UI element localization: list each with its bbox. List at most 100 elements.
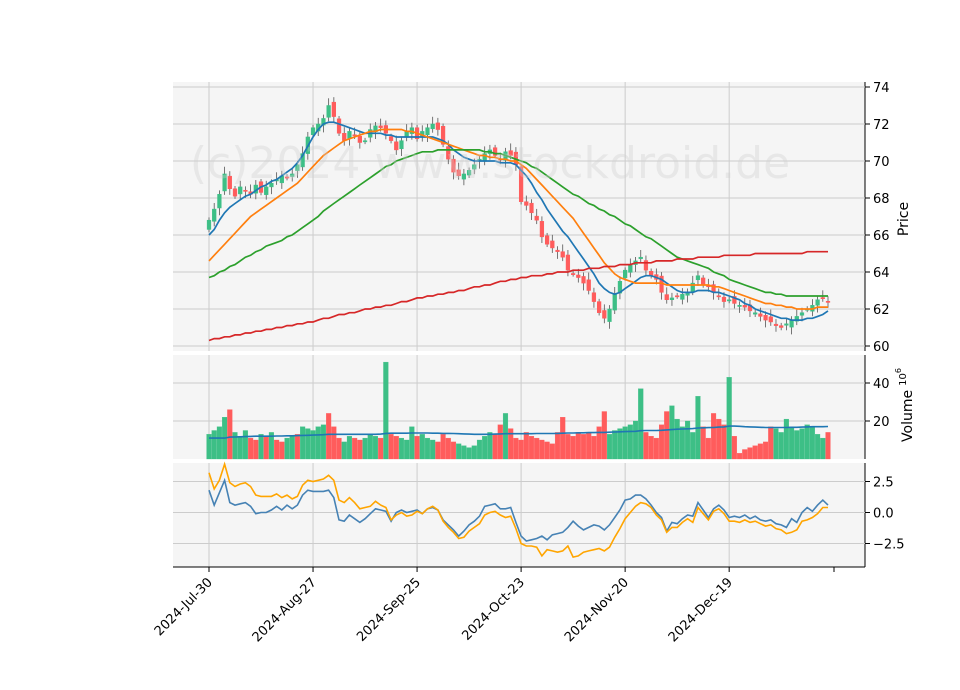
volume-bar-40 bbox=[414, 436, 420, 460]
price-tick-label-62: 62 bbox=[873, 303, 890, 318]
volume-bar-86 bbox=[653, 437, 659, 460]
volume-bar-88 bbox=[664, 411, 670, 460]
candle-body-11 bbox=[264, 186, 269, 195]
candle-body-73 bbox=[586, 279, 591, 291]
indicator-tick-label-1: 0.0 bbox=[873, 507, 894, 522]
volume-bar-55 bbox=[492, 434, 498, 460]
candle-body-37 bbox=[399, 140, 404, 150]
volume-axis-label-exponent-base: 10 bbox=[898, 373, 909, 386]
volume-bar-114 bbox=[799, 428, 805, 460]
volume-bar-24 bbox=[331, 426, 337, 460]
candle-body-101 bbox=[732, 296, 737, 304]
candle-body-62 bbox=[529, 202, 534, 214]
volume-bar-85 bbox=[648, 436, 654, 460]
volume-bar-16 bbox=[289, 436, 295, 460]
price-tick-label-68: 68 bbox=[873, 192, 890, 207]
candle-body-100 bbox=[727, 299, 732, 302]
volume-bar-100 bbox=[726, 377, 732, 460]
volume-bar-8 bbox=[248, 437, 254, 460]
indicator-line-orange bbox=[208, 461, 828, 559]
candle-body-29 bbox=[357, 135, 362, 143]
price-tick-label-72: 72 bbox=[873, 118, 890, 133]
volume-bar-60 bbox=[518, 439, 524, 460]
candle-body-20 bbox=[310, 127, 316, 135]
volume-bar-47 bbox=[450, 441, 457, 460]
volume-bar-75 bbox=[596, 426, 602, 460]
x-tick-label-3: 2024-Oct-23 bbox=[459, 575, 527, 643]
volume-bar-67 bbox=[554, 432, 561, 460]
x-tick-label-4: 2024-Nov-20 bbox=[562, 575, 632, 645]
volume-bar-79 bbox=[617, 428, 623, 460]
volume-bar-17 bbox=[294, 434, 300, 460]
volume-bar-78 bbox=[612, 430, 618, 460]
volume-bar-104 bbox=[747, 447, 753, 460]
volume-bar-37 bbox=[398, 437, 405, 460]
volume-bar-115 bbox=[804, 424, 810, 460]
candle-body-44 bbox=[435, 122, 440, 130]
volume-bar-80 bbox=[622, 426, 628, 460]
volume-bar-112 bbox=[789, 426, 795, 460]
candle-body-80 bbox=[623, 269, 628, 279]
volume-bar-116 bbox=[809, 426, 815, 460]
candle-body-64 bbox=[539, 221, 545, 238]
volume-bar-49 bbox=[461, 445, 467, 460]
watermark: (c)2024 www.stockdroid.de bbox=[190, 138, 790, 189]
candle-body-61 bbox=[524, 201, 529, 206]
candle-body-76 bbox=[602, 310, 607, 319]
volume-bar-38 bbox=[404, 439, 410, 460]
volume-bar-50 bbox=[466, 447, 472, 460]
volume-bar-42 bbox=[424, 437, 431, 460]
candle-body-93 bbox=[690, 282, 695, 292]
candle-body-105 bbox=[753, 312, 758, 315]
candle-body-5 bbox=[232, 188, 238, 197]
volume-bar-21 bbox=[315, 426, 321, 460]
candle-body-83 bbox=[638, 256, 643, 259]
candle-body-89 bbox=[669, 297, 675, 300]
volume-bar-63 bbox=[534, 437, 540, 460]
price-line-ma10 bbox=[208, 121, 829, 321]
volume-bar-84 bbox=[643, 432, 649, 460]
indicator-tick-label-2: −2.5 bbox=[873, 538, 905, 553]
volume-bar-41 bbox=[419, 434, 425, 460]
volume-bar-25 bbox=[336, 437, 342, 460]
volume-bar-56 bbox=[497, 424, 503, 460]
price-tick-label-66: 66 bbox=[873, 229, 890, 244]
x-tick-label-5: 2024-Dec-19 bbox=[666, 575, 736, 645]
candle-body-55 bbox=[492, 147, 498, 156]
candle-body-74 bbox=[591, 292, 597, 302]
price-tick-label-64: 64 bbox=[873, 266, 890, 281]
volume-tick-label-20: 20 bbox=[873, 415, 890, 430]
volume-bar-9 bbox=[253, 439, 259, 460]
volume-bar-119 bbox=[825, 432, 831, 460]
candle-body-99 bbox=[721, 296, 727, 302]
volume-bar-31 bbox=[367, 434, 373, 460]
volume-bar-5 bbox=[232, 432, 238, 460]
volume-bar-117 bbox=[815, 434, 821, 460]
candle-body-106 bbox=[758, 313, 763, 317]
volume-bar-12 bbox=[268, 432, 274, 460]
candle-body-117 bbox=[815, 299, 820, 306]
candle-body-66 bbox=[550, 240, 555, 249]
candle-body-118 bbox=[820, 297, 825, 299]
volume-bar-28 bbox=[352, 437, 358, 460]
volume-bar-99 bbox=[721, 424, 727, 460]
x-axis: 2024-Jul-30 2024-Aug-27 2024-Sep-25 2024-Oc… bbox=[152, 566, 865, 645]
candle-body-69 bbox=[565, 254, 571, 271]
volume-bar-74 bbox=[591, 436, 597, 460]
price-tick-label-70: 70 bbox=[873, 155, 890, 170]
candle-body-114 bbox=[799, 312, 805, 316]
volume-bar-93 bbox=[690, 432, 696, 460]
volume-bar-22 bbox=[320, 424, 326, 460]
volume-bar-108 bbox=[768, 426, 774, 460]
candle-body-46 bbox=[446, 146, 451, 160]
candle-body-119 bbox=[825, 300, 831, 303]
candle-body-51 bbox=[472, 164, 477, 170]
volume-bar-4 bbox=[227, 409, 233, 460]
indicator-tick-label-0: 2.5 bbox=[873, 476, 894, 491]
volume-bar-77 bbox=[606, 434, 613, 460]
volume-bar-103 bbox=[742, 449, 748, 460]
candle-body-81 bbox=[628, 264, 633, 273]
volume-bar-97 bbox=[711, 413, 717, 460]
volume-bar-7 bbox=[242, 430, 248, 460]
